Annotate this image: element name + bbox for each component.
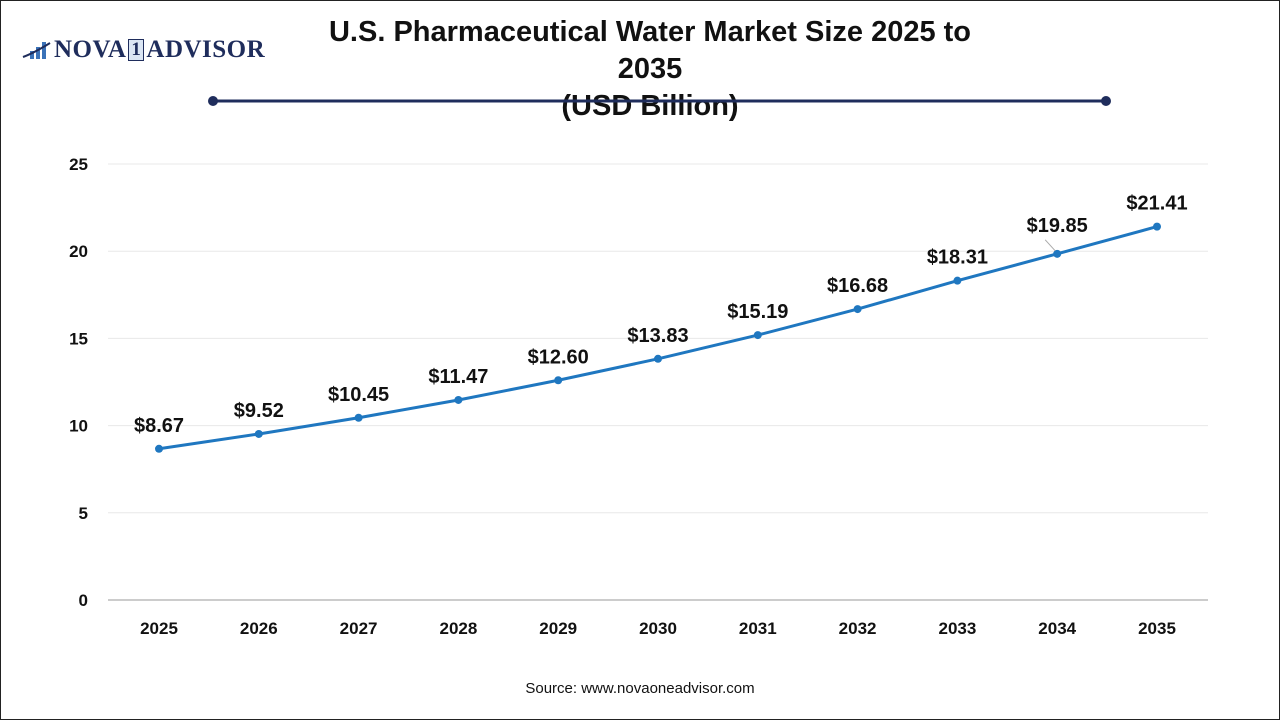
- data-label: $16.68: [827, 275, 888, 297]
- y-tick-label: 5: [79, 504, 88, 523]
- logo-text-advisor: ADVISOR: [146, 36, 266, 63]
- data-label: $19.85: [1027, 215, 1088, 237]
- x-tick-label: 2028: [439, 619, 477, 638]
- data-point: [953, 276, 962, 285]
- y-tick-label: 20: [69, 242, 88, 261]
- chart-title: U.S. Pharmaceutical Water Market Size 20…: [300, 14, 1000, 125]
- data-point: [654, 354, 662, 363]
- data-label: $9.52: [234, 400, 284, 422]
- logo-text-one: 1: [128, 39, 145, 61]
- y-tick-label: 25: [69, 155, 88, 174]
- title-rule-dot-left: [208, 96, 218, 106]
- title-rule-dot-right: [1101, 96, 1111, 106]
- x-tick-label: 2033: [938, 619, 976, 638]
- data-point: [254, 429, 263, 438]
- data-label: $11.47: [428, 366, 488, 388]
- data-point: [155, 444, 163, 453]
- data-label: $8.67: [134, 415, 184, 437]
- data-point: [1053, 249, 1062, 258]
- data-label: $13.83: [627, 325, 688, 347]
- x-tick-label: 2035: [1138, 619, 1176, 638]
- data-label: $12.60: [528, 346, 589, 368]
- x-tick-label: 2026: [240, 619, 278, 638]
- data-label: $15.19: [727, 301, 788, 323]
- data-point: [853, 305, 862, 314]
- logo-bars-icon: [22, 42, 51, 59]
- data-point: [753, 331, 762, 340]
- data-point: [454, 395, 463, 404]
- title-line-1: U.S. Pharmaceutical Water Market Size 20…: [328, 16, 972, 85]
- x-tick-label: 2027: [340, 619, 378, 638]
- logo: NOVA 1 ADVISOR: [22, 36, 265, 64]
- data-label: $18.31: [927, 247, 988, 269]
- data-point: [354, 413, 363, 422]
- y-tick-label: 10: [69, 417, 88, 436]
- x-tick-label: 2034: [1038, 619, 1076, 638]
- x-tick-label: 2030: [639, 619, 677, 638]
- x-tick-label: 2025: [140, 619, 178, 638]
- source-note: Source: www.novaoneadvisor.com: [525, 680, 755, 697]
- data-label: $10.45: [328, 384, 389, 406]
- data-label: $21.41: [1126, 193, 1187, 215]
- data-point: [1153, 222, 1161, 231]
- x-tick-label: 2031: [739, 619, 777, 638]
- data-point: [554, 376, 563, 385]
- y-tick-label: 15: [69, 329, 88, 348]
- logo-text-nova: NOVA: [54, 36, 127, 63]
- x-tick-label: 2029: [539, 619, 577, 638]
- y-tick-label: 0: [79, 591, 88, 610]
- x-tick-label: 2032: [839, 619, 877, 638]
- title-line-2: (USD Billion): [561, 90, 739, 122]
- leader-line: [1044, 239, 1056, 252]
